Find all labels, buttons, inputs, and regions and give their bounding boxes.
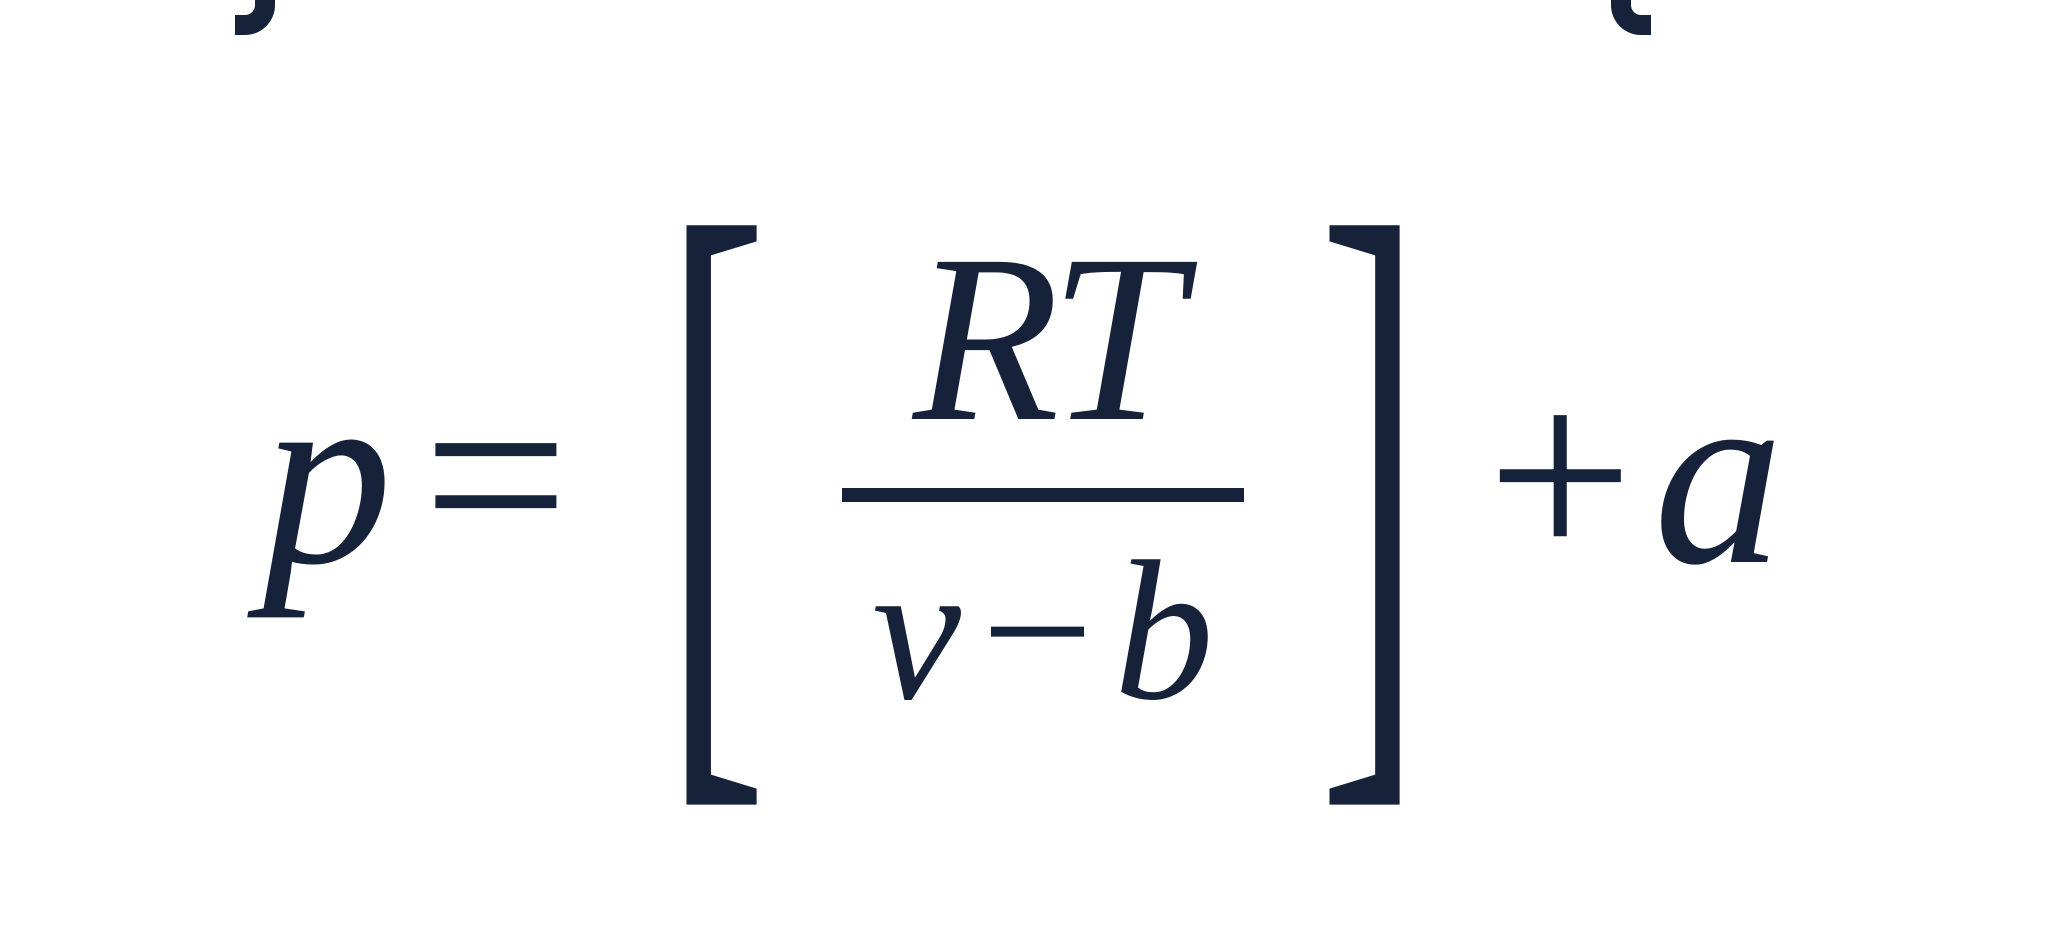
denominator: v − b xyxy=(842,502,1244,752)
plus-sign: + xyxy=(1487,345,1634,605)
numerator: RT xyxy=(873,198,1213,488)
minus-sign: − xyxy=(981,532,1094,732)
right-bracket: ] xyxy=(1318,125,1423,825)
crop-artifact-right xyxy=(1611,0,1651,35)
equation-container: p = [ RT v − b ] + a xyxy=(262,125,1783,825)
fraction: RT v − b xyxy=(832,125,1254,825)
crop-artifact-left xyxy=(235,0,275,35)
fraction-line xyxy=(842,488,1244,502)
variable-p: p xyxy=(262,345,392,605)
variable-v: v xyxy=(872,532,961,732)
left-bracket: [ xyxy=(663,125,768,825)
variable-b: b xyxy=(1114,532,1214,732)
bracketed-term: [ RT v − b ] xyxy=(599,125,1487,825)
variable-a: a xyxy=(1654,345,1784,605)
equals-sign: = xyxy=(422,345,569,605)
